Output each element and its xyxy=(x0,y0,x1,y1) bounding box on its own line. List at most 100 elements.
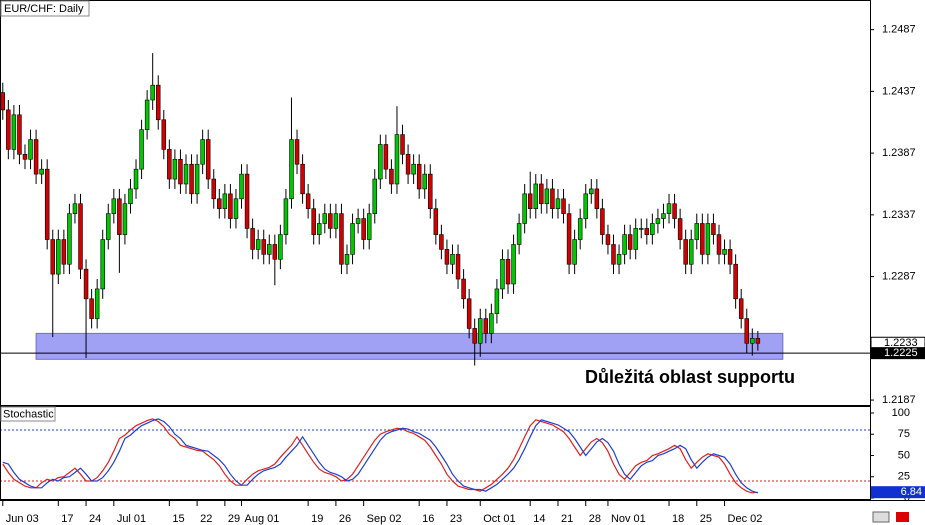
x-tick-label: Sep 02 xyxy=(367,513,402,525)
candle-body xyxy=(522,193,527,224)
x-tick-label: 15 xyxy=(172,513,184,525)
x-tick-label: 19 xyxy=(311,513,323,525)
y-tick-label: 1.2187 xyxy=(882,394,916,406)
candle-body xyxy=(639,228,644,230)
candle-body xyxy=(61,239,67,265)
candle-body xyxy=(700,223,705,255)
candle-body xyxy=(505,258,511,285)
candle-body xyxy=(267,244,272,255)
arrow-icon[interactable] xyxy=(896,512,909,522)
candle-body xyxy=(527,193,533,209)
candle-body xyxy=(372,178,378,214)
x-tick-label: Jun 03 xyxy=(6,513,39,525)
candle-body xyxy=(217,198,222,209)
title-box xyxy=(0,0,90,17)
candle-body xyxy=(344,254,350,265)
candle-body xyxy=(555,198,561,209)
candle-body xyxy=(472,328,477,344)
candle-body xyxy=(361,218,366,240)
candle-body xyxy=(644,228,650,235)
candle-body xyxy=(255,239,261,250)
candle-body xyxy=(272,244,278,260)
candle-body xyxy=(278,234,283,260)
x-tick-label: 16 xyxy=(422,513,434,525)
x-tick-label: Aug 01 xyxy=(245,513,280,525)
scroll-icon[interactable] xyxy=(872,511,890,523)
y-tick-label: 1.2437 xyxy=(882,85,916,97)
candle-body xyxy=(78,203,83,270)
candle-body xyxy=(44,168,50,240)
axes: 1.2187 1.2287 1.2337 1.2387 1.2437 1.2487 1.22… xyxy=(2,24,925,525)
candle-body xyxy=(511,244,516,285)
candle-body xyxy=(189,163,194,195)
candle-body xyxy=(539,183,544,205)
candle-body xyxy=(39,168,44,175)
candle-body xyxy=(616,254,622,265)
candle-body xyxy=(333,213,339,229)
candle-body xyxy=(305,193,311,209)
candle-body xyxy=(233,198,239,219)
candle-body xyxy=(550,188,555,209)
indicator-tick-label: 50 xyxy=(898,449,910,461)
candle-body xyxy=(311,208,316,235)
x-tick-label: 28 xyxy=(589,513,601,525)
candle-body xyxy=(28,139,33,160)
candle-body xyxy=(416,163,422,190)
candle-body xyxy=(600,208,605,235)
candle-body xyxy=(100,239,105,290)
candle-body xyxy=(589,188,594,195)
candle-body xyxy=(500,258,505,290)
candle-body xyxy=(622,234,627,255)
candle-body xyxy=(161,119,167,150)
price-line-box xyxy=(871,347,925,360)
candle-body xyxy=(389,168,394,185)
candle-body xyxy=(67,213,72,265)
candle-body xyxy=(722,249,727,255)
candle-body xyxy=(572,239,577,265)
candle-body xyxy=(750,338,755,344)
chart-title: EUR/CHF: Daily xyxy=(4,3,84,15)
candle-body xyxy=(577,218,583,240)
candle-body xyxy=(688,239,694,265)
candle-body xyxy=(133,168,139,190)
x-tick-label: Dec 02 xyxy=(728,513,763,525)
candle-body xyxy=(205,139,211,180)
candle-body xyxy=(155,84,161,121)
candle-body xyxy=(117,198,122,235)
candle-body xyxy=(139,129,144,170)
candle-body xyxy=(294,139,300,165)
indicator-tick-label: 75 xyxy=(898,428,910,440)
price-line-label: 1.2225 xyxy=(884,347,918,359)
indicator-tick-label: 25 xyxy=(898,471,910,483)
candle-body xyxy=(466,298,472,329)
candle-body xyxy=(244,173,250,229)
indicator-tick-label: 100 xyxy=(892,407,910,419)
candle-body xyxy=(222,193,228,209)
candle-body xyxy=(128,188,133,205)
support-zone xyxy=(35,332,784,360)
candle-body xyxy=(727,249,733,265)
candle-body xyxy=(683,239,688,265)
x-tick-label: 24 xyxy=(89,513,101,525)
candle-body xyxy=(561,198,566,214)
candle-body xyxy=(383,144,389,170)
candle-body xyxy=(650,223,655,235)
candle-body xyxy=(655,218,661,224)
x-tick-label: 14 xyxy=(533,513,545,525)
candle-body xyxy=(322,213,328,224)
candle-body xyxy=(283,198,289,235)
candle-body xyxy=(611,244,616,265)
candle-body xyxy=(661,213,666,219)
candle-body xyxy=(672,203,677,219)
candle-body xyxy=(450,254,455,265)
candle-body xyxy=(433,208,439,235)
x-tick-label: 18 xyxy=(672,513,684,525)
support-zone-layer xyxy=(35,332,784,360)
candle-body xyxy=(150,84,155,101)
indicator-title-box xyxy=(0,406,56,422)
x-tick-label: 29 xyxy=(228,513,240,525)
candle-body xyxy=(583,193,588,219)
candle-body xyxy=(405,154,411,175)
